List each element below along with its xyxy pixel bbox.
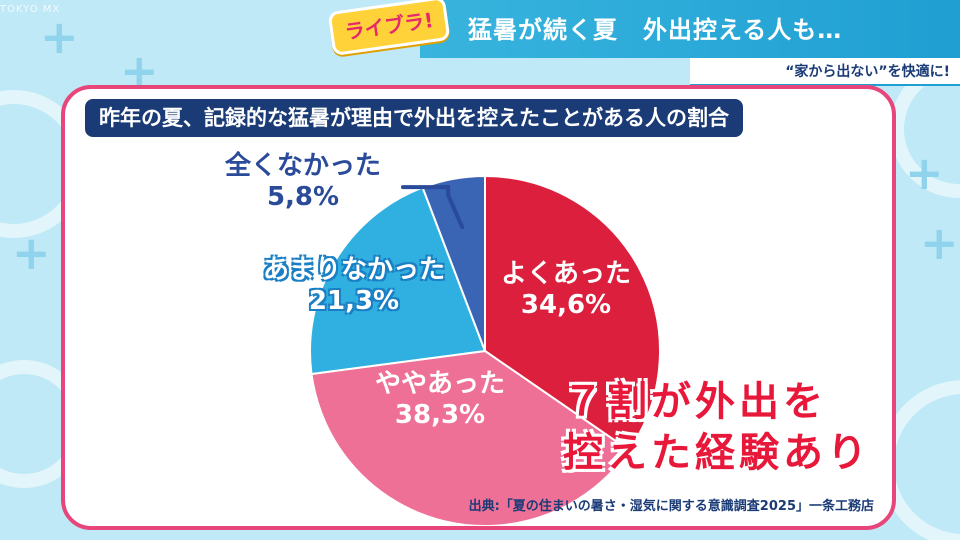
slice-name: よくあった bbox=[501, 259, 632, 289]
subheadline: “家から出ない”を快適に! bbox=[785, 64, 950, 80]
slice-value: 38,3% bbox=[394, 400, 486, 431]
slice-value: 21,3% bbox=[308, 286, 400, 317]
pie-slice-2 bbox=[309, 186, 487, 376]
pie-slice-0 bbox=[484, 174, 661, 452]
slice-value: 34,6% bbox=[520, 290, 612, 321]
slice-label-amari: あまりなかった 21,3% bbox=[263, 255, 445, 317]
chart-panel: 昨年の夏、記録的な猛暑が理由で外出を控えたことがある人の割合 よくあった 34,… bbox=[61, 85, 896, 530]
slice-label-yoku: よくあった 34,6% bbox=[501, 259, 631, 321]
source-note: 出典:「夏の住まいの暑さ・湿気に関する意識調査2025」一条工務店 bbox=[468, 499, 874, 514]
slice-name: ややあった bbox=[375, 369, 506, 399]
leader-line bbox=[401, 185, 465, 230]
slice-name: あまりなかった bbox=[263, 255, 446, 285]
headline-bar bbox=[420, 0, 960, 58]
channel-watermark: TOKYO MX bbox=[0, 4, 61, 15]
slice-label-yaya: ややあった 38,3% bbox=[375, 369, 505, 431]
chart-title: 昨年の夏、記録的な猛暑が理由で外出を控えたことがある人の割合 bbox=[85, 99, 743, 137]
callout-line-1: ７割が外出を bbox=[563, 379, 827, 425]
headline: 猛暑が続く夏 外出控える人も… bbox=[468, 16, 843, 44]
slice-value: 5,8% bbox=[266, 182, 340, 213]
slice-label-mattaku: 全くなかった 5,8% bbox=[225, 151, 381, 213]
pie-slice-1 bbox=[310, 349, 631, 526]
callout-line-2: 控えた経験あり bbox=[563, 430, 871, 477]
subheadline-bar: “家から出ない”を快適に! bbox=[690, 58, 960, 86]
slice-name: 全くなかった bbox=[225, 151, 382, 181]
pie-chart bbox=[309, 174, 661, 526]
callout-text: ７割が外出を 控えた経験あり bbox=[563, 377, 871, 479]
